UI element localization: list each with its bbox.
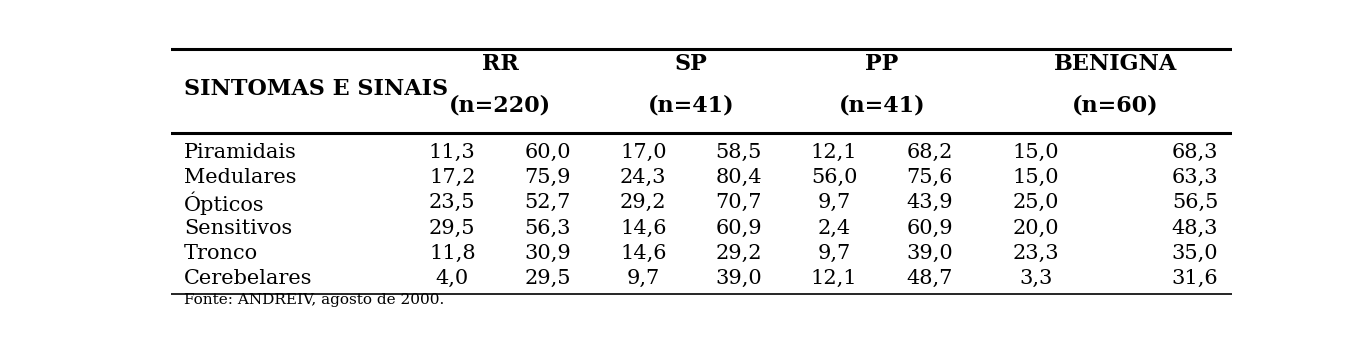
Text: RR: RR: [482, 53, 519, 75]
Text: 12,1: 12,1: [810, 269, 857, 288]
Text: 60,9: 60,9: [906, 218, 953, 237]
Text: Piramidais: Piramidais: [183, 143, 297, 162]
Text: 80,4: 80,4: [716, 168, 763, 187]
Text: Cerebelares: Cerebelares: [183, 269, 312, 288]
Text: 11,8: 11,8: [428, 244, 475, 263]
Text: SINTOMAS E SINAIS: SINTOMAS E SINAIS: [183, 78, 448, 100]
Text: 14,6: 14,6: [620, 218, 667, 237]
Text: 48,3: 48,3: [1172, 218, 1218, 237]
Text: (n=41): (n=41): [839, 94, 925, 116]
Text: (n=220): (n=220): [449, 94, 552, 116]
Text: 29,2: 29,2: [716, 244, 763, 263]
Text: 24,3: 24,3: [620, 168, 667, 187]
Text: 60,0: 60,0: [524, 143, 571, 162]
Text: 68,2: 68,2: [906, 143, 953, 162]
Text: Fonte: ANDREIV, agosto de 2000.: Fonte: ANDREIV, agosto de 2000.: [183, 293, 444, 307]
Text: SP: SP: [675, 53, 708, 75]
Text: 30,9: 30,9: [524, 244, 571, 263]
Text: 31,6: 31,6: [1172, 269, 1218, 288]
Text: 9,7: 9,7: [627, 269, 660, 288]
Text: 23,5: 23,5: [428, 193, 475, 212]
Text: 11,3: 11,3: [428, 143, 475, 162]
Text: 20,0: 20,0: [1013, 218, 1060, 237]
Text: 4,0: 4,0: [435, 269, 470, 288]
Text: 39,0: 39,0: [906, 244, 953, 263]
Text: 75,6: 75,6: [906, 168, 953, 187]
Text: 15,0: 15,0: [1013, 143, 1060, 162]
Text: 14,6: 14,6: [620, 244, 667, 263]
Text: 17,2: 17,2: [428, 168, 475, 187]
Text: 56,5: 56,5: [1172, 193, 1218, 212]
Text: 29,5: 29,5: [524, 269, 571, 288]
Text: 2,4: 2,4: [817, 218, 850, 237]
Text: 25,0: 25,0: [1013, 193, 1060, 212]
Text: (n=41): (n=41): [648, 94, 734, 116]
Text: 3,3: 3,3: [1019, 269, 1053, 288]
Text: 60,9: 60,9: [716, 218, 763, 237]
Text: Medulares: Medulares: [183, 168, 296, 187]
Text: 9,7: 9,7: [817, 193, 852, 212]
Text: 43,9: 43,9: [906, 193, 953, 212]
Text: 48,7: 48,7: [906, 269, 953, 288]
Text: (n=60): (n=60): [1072, 94, 1158, 116]
Text: 23,3: 23,3: [1013, 244, 1060, 263]
Text: 68,3: 68,3: [1172, 143, 1218, 162]
Text: 56,3: 56,3: [524, 218, 571, 237]
Text: 12,1: 12,1: [810, 143, 857, 162]
Text: PP: PP: [865, 53, 898, 75]
Text: 39,0: 39,0: [716, 269, 763, 288]
Text: BENIGNA: BENIGNA: [1054, 53, 1177, 75]
Text: 52,7: 52,7: [524, 193, 571, 212]
Text: 58,5: 58,5: [716, 143, 763, 162]
Text: Sensitivos: Sensitivos: [183, 218, 292, 237]
Text: 75,9: 75,9: [524, 168, 571, 187]
Text: 29,5: 29,5: [428, 218, 475, 237]
Text: Tronco: Tronco: [183, 244, 257, 263]
Text: 15,0: 15,0: [1013, 168, 1060, 187]
Text: 17,0: 17,0: [620, 143, 667, 162]
Text: 70,7: 70,7: [716, 193, 763, 212]
Text: 63,3: 63,3: [1172, 168, 1218, 187]
Text: 9,7: 9,7: [817, 244, 852, 263]
Text: 29,2: 29,2: [620, 193, 667, 212]
Text: 56,0: 56,0: [810, 168, 857, 187]
Text: 35,0: 35,0: [1172, 244, 1218, 263]
Text: Ópticos: Ópticos: [183, 191, 264, 215]
